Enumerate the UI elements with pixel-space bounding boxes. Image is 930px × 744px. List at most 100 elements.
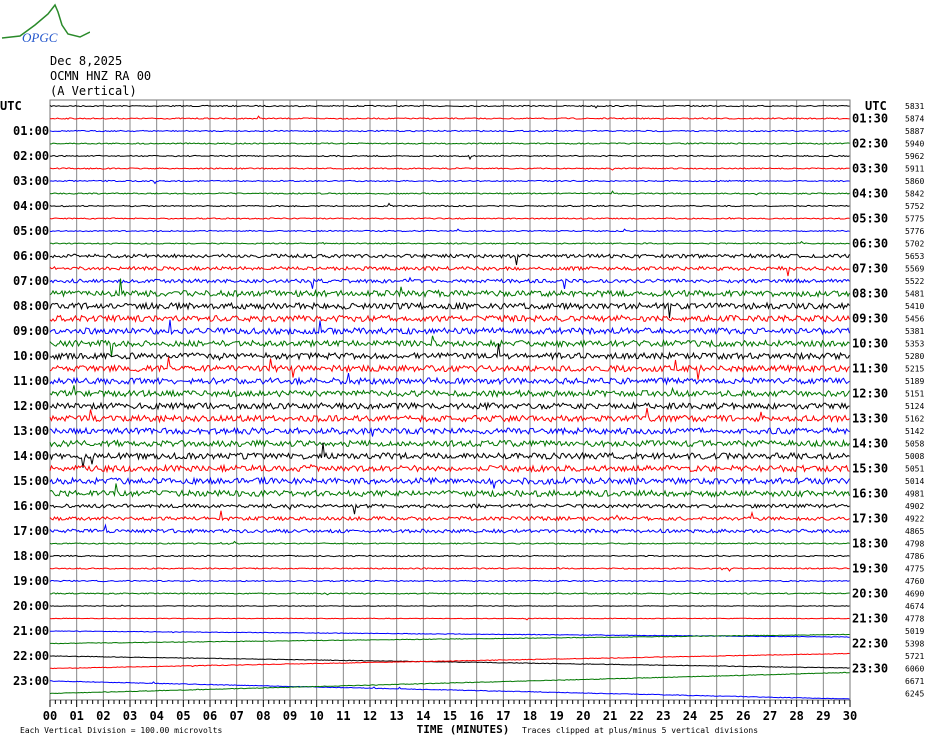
trace-value: 5008 (905, 452, 924, 461)
left-hour-label: 23:00 (13, 674, 49, 688)
trace-value: 5842 (905, 190, 924, 199)
x-tick-label: 07 (229, 709, 243, 723)
trace-value: 4778 (905, 615, 924, 624)
right-hour-label: 17:30 (852, 512, 888, 526)
x-tick-label: 12 (363, 709, 377, 723)
right-hour-label: 06:30 (852, 237, 888, 251)
x-tick-label: 22 (629, 709, 643, 723)
trace-value: 5522 (905, 277, 924, 286)
trace-value: 4865 (905, 527, 924, 536)
x-tick-label: 23 (656, 709, 670, 723)
left-hour-label: 19:00 (13, 574, 49, 588)
x-axis-label: TIME (MINUTES) (417, 723, 510, 736)
trace-value: 5124 (905, 402, 924, 411)
right-hour-label: 05:30 (852, 212, 888, 226)
right-hour-label: 12:30 (852, 387, 888, 401)
x-tick-label: 02 (96, 709, 110, 723)
trace-value: 4981 (905, 490, 924, 499)
trace-value: 5831 (905, 102, 924, 111)
x-tick-label: 30 (843, 709, 857, 723)
x-tick-label: 04 (149, 709, 163, 723)
left-axis-title: UTC (0, 99, 22, 113)
x-tick-label: 00 (43, 709, 57, 723)
left-hour-label: 01:00 (13, 124, 49, 138)
trace-value: 5721 (905, 652, 924, 661)
trace-value: 5353 (905, 340, 924, 349)
trace-value: 5887 (905, 127, 924, 136)
trace-value: 4798 (905, 540, 924, 549)
right-hour-label: 02:30 (852, 137, 888, 151)
right-hour-label: 09:30 (852, 312, 888, 326)
trace-value: 5752 (905, 202, 924, 211)
left-hour-label: 22:00 (13, 649, 49, 663)
trace-value: 5398 (905, 640, 924, 649)
right-hour-label: 16:30 (852, 487, 888, 501)
trace-value: 5702 (905, 240, 924, 249)
trace-value: 4786 (905, 552, 924, 561)
left-hour-label: 18:00 (13, 549, 49, 563)
x-tick-label: 21 (603, 709, 617, 723)
left-hour-label: 15:00 (13, 474, 49, 488)
x-tick-label: 29 (816, 709, 830, 723)
trace-value: 5051 (905, 465, 924, 474)
trace-value: 4760 (905, 577, 924, 586)
left-hour-label: 02:00 (13, 149, 49, 163)
trace-value: 6671 (905, 677, 924, 686)
right-hour-label: 13:30 (852, 412, 888, 426)
x-tick-label: 16 (469, 709, 483, 723)
trace-value: 5911 (905, 165, 924, 174)
trace-value: 6060 (905, 665, 924, 674)
trace-value: 5776 (905, 227, 924, 236)
x-tick-label: 03 (123, 709, 137, 723)
right-hour-label: 10:30 (852, 337, 888, 351)
trace-value: 5456 (905, 315, 924, 324)
left-hour-label: 13:00 (13, 424, 49, 438)
trace-value: 5058 (905, 440, 924, 449)
trace-value: 5162 (905, 415, 924, 424)
left-hour-label: 12:00 (13, 399, 49, 413)
trace-value: 5151 (905, 390, 924, 399)
right-hour-label: 01:30 (852, 112, 888, 126)
right-hour-label: 08:30 (852, 287, 888, 301)
right-hour-label: 21:30 (852, 612, 888, 626)
trace-value: 5874 (905, 115, 924, 124)
x-tick-label: 13 (389, 709, 403, 723)
trace-value: 5280 (905, 352, 924, 361)
left-hour-label: 08:00 (13, 299, 49, 313)
x-tick-label: 15 (443, 709, 457, 723)
x-tick-label: 10 (309, 709, 323, 723)
trace-value: 5481 (905, 290, 924, 299)
right-hour-label: 23:30 (852, 662, 888, 676)
trace-value: 4902 (905, 502, 924, 511)
x-tick-label: 11 (336, 709, 350, 723)
trace-value: 6245 (905, 690, 924, 699)
trace-value: 4674 (905, 602, 924, 611)
trace-value: 4775 (905, 565, 924, 574)
x-tick-label: 25 (709, 709, 723, 723)
trace-value: 5019 (905, 627, 924, 636)
right-hour-label: 20:30 (852, 587, 888, 601)
trace-value: 5215 (905, 365, 924, 374)
x-tick-label: 17 (496, 709, 510, 723)
x-tick-label: 05 (176, 709, 190, 723)
right-hour-label: 15:30 (852, 462, 888, 476)
trace-value: 5014 (905, 477, 924, 486)
left-hour-label: 17:00 (13, 524, 49, 538)
trace-value: 5653 (905, 252, 924, 261)
x-tick-label: 18 (523, 709, 537, 723)
trace-value: 5189 (905, 377, 924, 386)
right-hour-label: 22:30 (852, 637, 888, 651)
left-hour-label: 16:00 (13, 499, 49, 513)
x-tick-label: 27 (763, 709, 777, 723)
left-hour-label: 10:00 (13, 349, 49, 363)
right-hour-label: 03:30 (852, 162, 888, 176)
trace-value: 5381 (905, 327, 924, 336)
left-hour-label: 05:00 (13, 224, 49, 238)
trace-value: 5569 (905, 265, 924, 274)
trace-value: 5940 (905, 140, 924, 149)
right-hour-label: 14:30 (852, 437, 888, 451)
right-hour-label: 07:30 (852, 262, 888, 276)
x-tick-label: 26 (736, 709, 750, 723)
x-tick-label: 28 (789, 709, 803, 723)
